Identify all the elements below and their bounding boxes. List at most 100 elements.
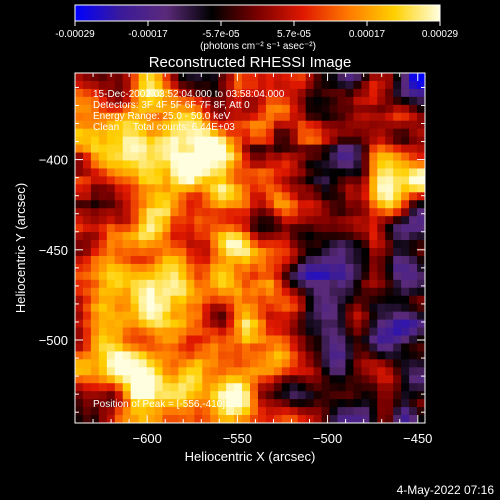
heatmap-cell: [162, 255, 171, 265]
heatmap-cell: [226, 255, 235, 265]
heatmap-cell: [178, 144, 187, 153]
heatmap-cell: [409, 343, 418, 352]
heatmap-cell: [257, 73, 267, 82]
heatmap-cell: [289, 407, 299, 416]
heatmap-cell: [178, 399, 187, 408]
heatmap-cell: [122, 375, 132, 384]
heatmap-cell: [257, 271, 267, 281]
heatmap-cell: [75, 200, 84, 209]
heatmap-cell: [226, 208, 235, 217]
heatmap-cell: [250, 248, 259, 257]
heatmap-cell: [210, 128, 219, 138]
heatmap-cell: [106, 343, 116, 352]
heatmap-cell: [289, 311, 299, 320]
heatmap-cell: [401, 248, 410, 257]
heatmap-cell: [369, 271, 378, 281]
heatmap-cell: [313, 271, 322, 281]
heatmap-cell: [226, 232, 235, 241]
heatmap-cell: [82, 96, 92, 106]
heatmap-cell: [250, 160, 259, 169]
heatmap-cell: [154, 343, 163, 352]
heatmap-cell: [265, 208, 275, 217]
heatmap-cell: [297, 88, 307, 98]
heatmap-cell: [313, 160, 322, 169]
heatmap-cell: [329, 375, 338, 384]
heatmap-cell: [377, 303, 386, 313]
heatmap-cell: [257, 383, 267, 392]
heatmap-cell: [257, 327, 267, 336]
heatmap-cell: [226, 73, 235, 82]
heatmap-cell: [98, 104, 108, 114]
heatmap-cell: [337, 327, 346, 336]
heatmap-cell: [353, 176, 362, 185]
heatmap-cell: [321, 224, 330, 233]
heatmap-cell: [393, 224, 402, 233]
heatmap-cell: [409, 80, 418, 90]
heatmap-cell: [90, 168, 100, 177]
heatmap-cell: [90, 383, 100, 392]
heatmap-cell: [377, 263, 386, 273]
heatmap-cell: [154, 240, 163, 249]
heatmap-cell: [202, 255, 211, 265]
heatmap-cell: [353, 335, 362, 344]
heatmap-cell: [226, 184, 235, 193]
heatmap-cell: [281, 295, 291, 305]
heatmap-cell: [90, 263, 100, 273]
heatmap-cell: [82, 224, 92, 233]
heatmap-cell: [297, 232, 307, 241]
heatmap-cell: [313, 80, 322, 90]
heatmap-cell: [257, 399, 267, 408]
heatmap-cell: [82, 112, 92, 122]
heatmap-cell: [385, 295, 394, 305]
heatmap-cell: [289, 176, 299, 185]
heatmap-cell: [297, 407, 307, 416]
heatmap-cell: [250, 367, 259, 376]
heatmap-cell: [305, 176, 315, 185]
heatmap-cell: [289, 168, 299, 177]
heatmap-cell: [385, 240, 394, 249]
heatmap-cell: [345, 80, 354, 90]
heatmap-cell: [202, 263, 211, 273]
heatmap-cell: [210, 367, 219, 376]
heatmap-cell: [281, 73, 291, 82]
heatmap-cell: [305, 407, 315, 416]
heatmap-cell: [417, 168, 425, 177]
heatmap-cell: [75, 88, 84, 98]
heatmap-cell: [321, 73, 330, 82]
heatmap-cell: [170, 343, 179, 352]
heatmap-cell: [265, 80, 275, 90]
heatmap-cell: [130, 295, 140, 305]
heatmap-cell: [265, 279, 275, 289]
heatmap-cell: [345, 88, 354, 98]
heatmap-cell: [106, 375, 116, 384]
heatmap-cell: [361, 224, 370, 233]
heatmap-cell: [122, 200, 132, 209]
heatmap-cell: [210, 263, 219, 273]
heatmap-cell: [297, 335, 307, 344]
annotation-time: 15-Dec-2002 03:52:04.000 to 03:58:04.000: [93, 89, 285, 100]
heatmap-cell: [162, 375, 171, 384]
heatmap-cell: [289, 375, 299, 384]
heatmap-cell: [401, 184, 410, 193]
heatmap-cell: [265, 152, 275, 161]
heatmap-cell: [146, 160, 155, 169]
heatmap-cell: [409, 104, 418, 114]
heatmap-cell: [250, 287, 259, 297]
heatmap-cell: [146, 327, 155, 336]
heatmap-cell: [329, 327, 338, 336]
heatmap-cell: [329, 88, 338, 98]
heatmap-cell: [202, 192, 211, 201]
heatmap-cell: [369, 73, 378, 82]
heatmap-cell: [234, 303, 243, 313]
heatmap-cell: [361, 144, 370, 153]
heatmap-cell: [329, 224, 338, 233]
heatmap-cell: [226, 351, 235, 360]
heatmap-cell: [98, 128, 108, 138]
heatmap-cell: [242, 391, 251, 400]
heatmap-cell: [337, 240, 346, 249]
heatmap-cell: [234, 240, 243, 249]
heatmap-cell: [218, 96, 227, 106]
heatmap-cell: [337, 176, 346, 185]
heatmap-cell: [321, 287, 330, 297]
heatmap-cell: [178, 168, 187, 177]
